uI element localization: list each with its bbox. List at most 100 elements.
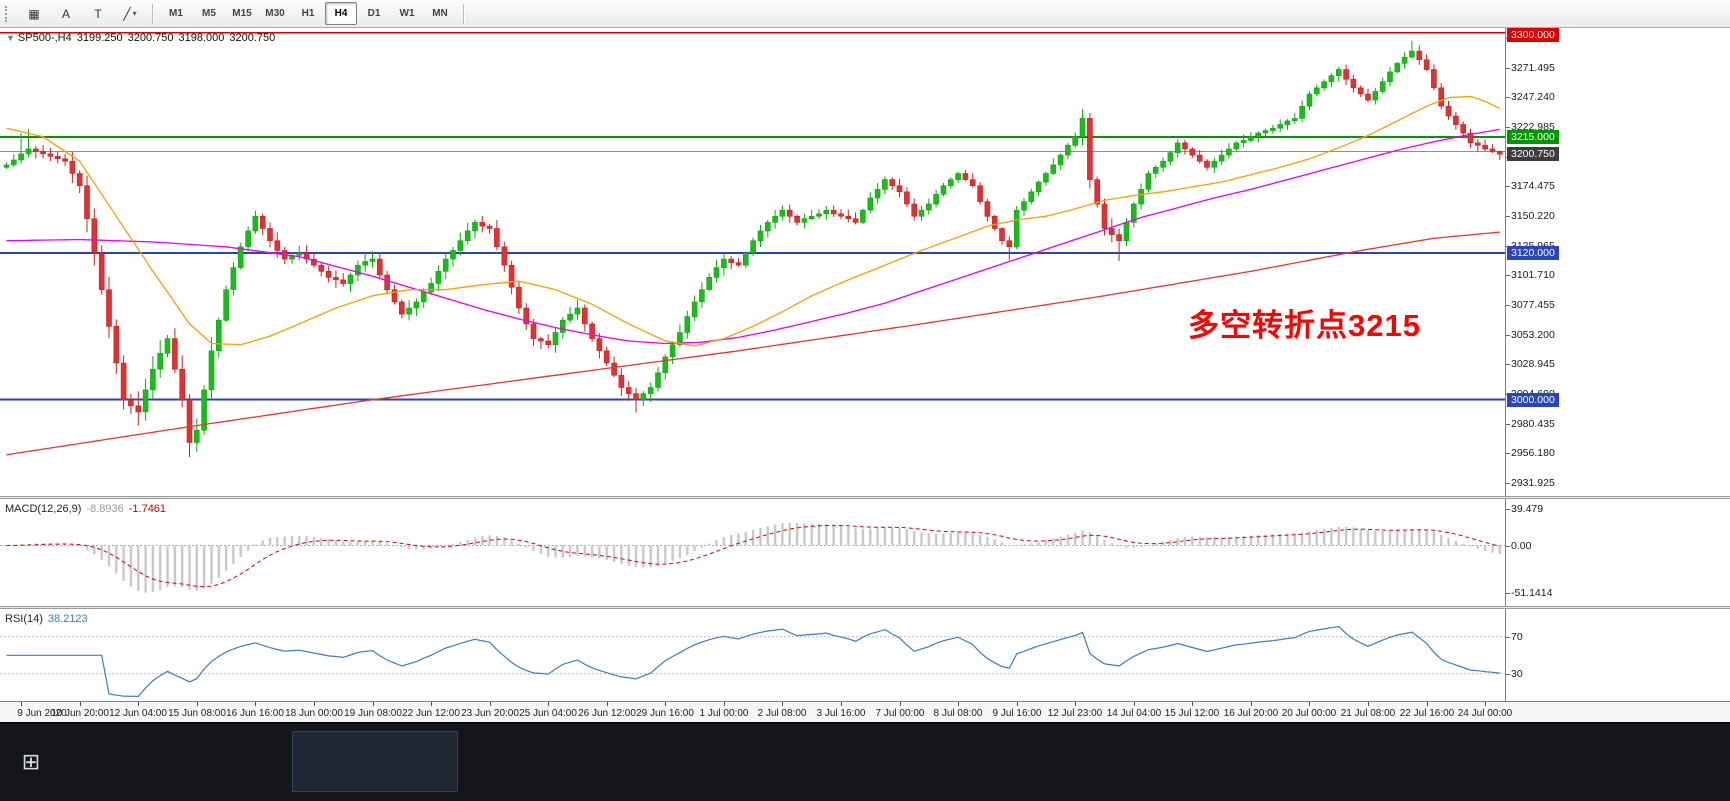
scale-tick — [1506, 186, 1510, 188]
time-axis-label: 15 Jun 08:00 — [168, 708, 226, 719]
price-scale-label: 3101.710 — [1511, 269, 1555, 282]
chevron-down-icon: ▾ — [132, 9, 137, 18]
macd-panel-canvas[interactable] — [0, 499, 1505, 606]
scale-tick — [1506, 275, 1510, 277]
rsi-panel-canvas[interactable] — [0, 609, 1505, 701]
time-axis-label: 9 Jul 16:00 — [992, 708, 1042, 719]
time-tick — [431, 702, 432, 706]
time-axis-label: 10 Jun 20:00 — [51, 708, 109, 719]
timeframe-button-h4[interactable]: H4 — [325, 2, 357, 25]
price-badge: 3000.000 — [1507, 392, 1559, 407]
time-axis-label: 23 Jun 20:00 — [461, 708, 519, 719]
time-axis-label: 21 Jul 08:00 — [1340, 708, 1396, 719]
rsi-line — [6, 625, 1500, 698]
low-value: 3198.000 — [178, 32, 225, 44]
scale-tick — [1506, 483, 1510, 484]
scale-tick — [1506, 592, 1510, 594]
timeframe-button-m1[interactable]: M1 — [169, 8, 183, 19]
time-tick — [1427, 702, 1428, 706]
time-axis-label: 15 Jul 12:00 — [1164, 708, 1220, 719]
panel-divider[interactable] — [0, 606, 1730, 609]
windows-icon: ⊞ — [21, 749, 41, 774]
time-tick — [21, 702, 22, 706]
scale-tick — [1506, 127, 1510, 128]
tool-group: ▦ A T ╱ ▾ — [19, 2, 145, 25]
price-scale[interactable]: 3295.7503271.4953247.2403222.9853198.730… — [1505, 28, 1730, 701]
price-badge: 3200.750 — [1507, 147, 1559, 162]
scale-tick — [1506, 545, 1510, 547]
macd-name: MACD(12,26,9) — [5, 503, 82, 515]
time-tick — [841, 702, 842, 706]
rsi-value: 38.2123 — [47, 613, 88, 625]
annotation-text: 多空转折点3215 — [1188, 308, 1421, 343]
timeframe-button-m30[interactable]: M30 — [265, 8, 285, 19]
macd-main-value: -8.8936 — [86, 503, 124, 515]
price-scale-label: 2931.925 — [1511, 477, 1555, 489]
time-tick — [607, 702, 608, 706]
toolbar-separator — [152, 3, 153, 24]
candles — [3, 40, 1503, 457]
price-scale-label: 3077.455 — [1511, 299, 1555, 311]
timeframe-button-h1[interactable]: H1 — [301, 8, 315, 19]
time-tick — [900, 702, 901, 706]
macd-scale-label: -51.1414 — [1511, 586, 1553, 599]
text-label-button[interactable]: T — [83, 2, 113, 25]
time-axis-label: 26 Jun 12:00 — [578, 708, 636, 719]
rsi-scale-label: 30 — [1511, 667, 1523, 680]
scale-tick — [1506, 453, 1510, 455]
time-axis-label: 14 Jul 04:00 — [1106, 708, 1162, 719]
price-badge: 3300.000 — [1507, 28, 1559, 42]
macd-scale-label: 0.00 — [1511, 539, 1532, 552]
taskbar-item[interactable] — [292, 731, 458, 792]
open-value: 3199.250 — [76, 32, 123, 44]
time-tick — [1075, 702, 1076, 706]
charts-grid-button[interactable]: ▦ — [19, 2, 49, 25]
rsi-name: RSI(14) — [5, 613, 43, 625]
chart-header: ▼ SP500-,H4 3199.250 3200.750 3198.000 3200.7… — [6, 32, 280, 44]
start-button[interactable]: ⊞ — [16, 747, 46, 777]
price-scale-label: 3247.240 — [1511, 91, 1555, 104]
toolbar-separator-2 — [463, 3, 464, 24]
macd-signal-value: -1.7461 — [128, 503, 167, 515]
time-tick — [138, 702, 139, 706]
scale-tick — [1506, 673, 1510, 675]
scale-tick — [1506, 508, 1510, 510]
time-axis-label: 22 Jun 12:00 — [402, 708, 460, 719]
time-tick — [1192, 702, 1193, 706]
rsi-levels — [0, 636, 1505, 675]
time-axis-label: 16 Jul 20:00 — [1223, 708, 1279, 719]
macd-signal-line — [6, 524, 1500, 588]
time-tick — [782, 702, 783, 706]
text-annotation-button[interactable]: A — [51, 2, 81, 25]
timeframe-button-m5[interactable]: M5 — [202, 8, 216, 19]
main-chart-canvas[interactable] — [0, 28, 1505, 496]
time-tick — [665, 702, 666, 706]
time-tick — [548, 702, 549, 706]
time-axis-label: 1 Jul 00:00 — [699, 708, 749, 719]
macd-label: MACD(12,26,9) -8.8936 -1.7461 — [5, 503, 166, 515]
expand-arrow-icon[interactable]: ▼ — [6, 33, 15, 43]
time-axis-label: 29 Jun 16:00 — [636, 708, 694, 719]
timeframe-button-m15[interactable]: M15 — [232, 8, 252, 19]
time-tick — [1368, 702, 1369, 706]
timeframe-group: M1 M5 M15 M30 H1 H4 D1 W1 MN — [160, 2, 456, 25]
time-tick — [314, 702, 315, 706]
time-axis-label: 22 Jul 16:00 — [1399, 708, 1455, 719]
time-tick — [373, 702, 374, 706]
time-tick — [197, 702, 198, 706]
time-axis-label: 19 Jun 08:00 — [344, 708, 402, 719]
panel-divider[interactable] — [0, 496, 1730, 499]
draw-tools-button[interactable]: ╱ ▾ — [115, 2, 145, 25]
timeframe-button-mn[interactable]: MN — [432, 8, 448, 19]
price-scale-label: 2956.180 — [1511, 447, 1555, 460]
toolbar-grip[interactable] — [5, 5, 12, 22]
time-axis-label: 12 Jun 04:00 — [109, 708, 167, 719]
time-axis[interactable]: 9 Jun 2020 10 Jun 20:00 12 Jun 04:00 15 Jun… — [0, 701, 1730, 722]
timeframe-button-d1[interactable]: D1 — [367, 8, 381, 19]
close-value: 3200.750 — [229, 32, 276, 44]
time-tick — [255, 702, 256, 706]
time-axis-label: 24 Jul 00:00 — [1457, 708, 1513, 719]
timeframe-button-w1[interactable]: W1 — [399, 8, 415, 19]
price-scale-label: 3150.220 — [1511, 210, 1555, 222]
